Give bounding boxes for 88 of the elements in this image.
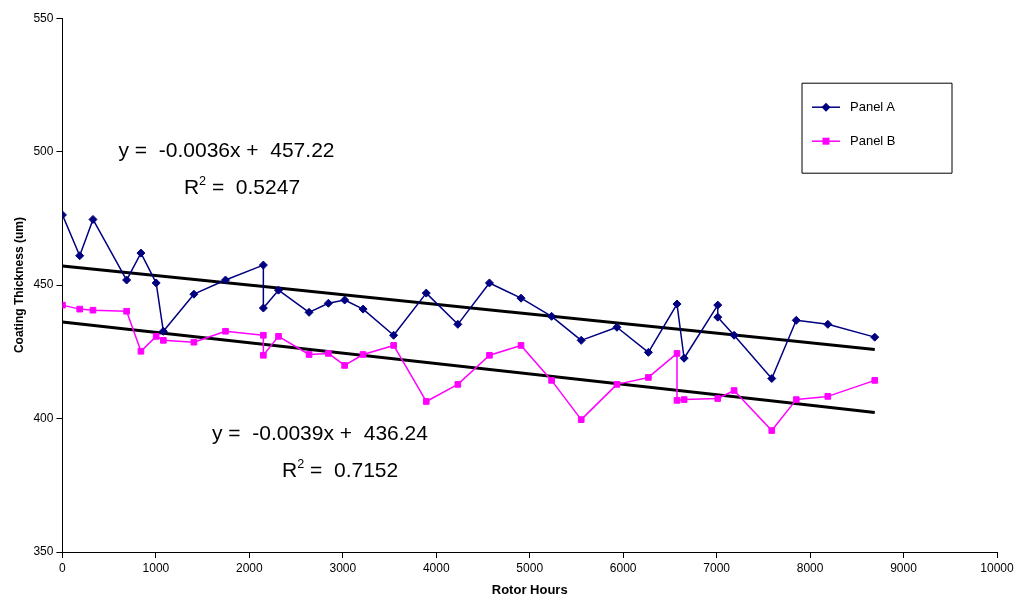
point: [713, 300, 723, 310]
y-tick-label: 450: [33, 277, 54, 292]
point: [151, 278, 161, 288]
point: [548, 377, 555, 384]
point: [768, 427, 776, 434]
point: [516, 293, 526, 303]
point: [122, 275, 132, 285]
point: [454, 381, 462, 388]
point: [160, 337, 167, 344]
point: [305, 351, 313, 358]
point: [258, 260, 268, 270]
point: [714, 395, 722, 402]
y-axis-title: Coating Thickness (um): [11, 217, 26, 354]
point: [152, 333, 160, 340]
point: [274, 285, 283, 295]
point: [824, 393, 832, 400]
point: [767, 374, 777, 384]
point: [679, 353, 689, 363]
point: [189, 289, 199, 299]
x-tick-label: 10000: [980, 560, 1015, 575]
point: [672, 299, 682, 309]
point: [190, 338, 198, 346]
point: [341, 362, 348, 369]
x-tick-label: 6000: [609, 560, 637, 575]
point: [340, 295, 350, 305]
y-tick-label: 550: [33, 10, 54, 25]
x-tick-label: 7000: [703, 560, 731, 575]
x-tick-label: 2000: [235, 560, 264, 575]
x-tick-label: 5000: [516, 560, 544, 575]
point: [359, 351, 367, 358]
point: [517, 342, 525, 349]
point: [730, 387, 738, 394]
legend-label: Panel B: [850, 132, 896, 148]
point: [76, 305, 84, 313]
point: [547, 311, 557, 321]
x-axis-title: Rotor Hours: [491, 581, 568, 597]
point: [304, 307, 314, 317]
point: [577, 416, 585, 423]
point: [871, 377, 879, 384]
y-tick-label: 500: [33, 143, 54, 158]
point: [260, 351, 267, 359]
point: [453, 319, 463, 329]
point: [258, 303, 268, 313]
annotation: y = -0.0039x + 436.24: [211, 420, 429, 444]
y-tick-label: 400: [33, 410, 54, 425]
point: [680, 396, 688, 403]
point: [89, 306, 97, 314]
point: [325, 350, 332, 357]
x-tick-label: 0: [59, 560, 67, 575]
point: [158, 326, 168, 336]
point: [421, 288, 431, 298]
point: [136, 248, 146, 258]
point: [643, 347, 653, 357]
point: [713, 312, 723, 322]
y-tick-label: 350: [33, 544, 54, 559]
annotation: y = -0.0036x + 457.22: [118, 137, 335, 161]
point: [613, 381, 621, 388]
legend-label: Panel A: [850, 98, 896, 114]
point: [791, 315, 801, 325]
x-tick-label: 3000: [329, 560, 357, 575]
point: [484, 278, 494, 288]
point: [75, 251, 85, 261]
point: [275, 333, 282, 340]
point: [729, 330, 739, 340]
point: [422, 398, 430, 405]
point: [358, 304, 368, 314]
point: [88, 214, 98, 224]
point: [123, 307, 130, 315]
x-tick-label: 9000: [890, 560, 918, 575]
point: [221, 275, 231, 285]
point: [576, 335, 586, 345]
point: [870, 332, 880, 342]
point: [390, 342, 397, 349]
point: [486, 351, 493, 359]
point: [222, 327, 229, 335]
point: [673, 350, 681, 357]
point: [389, 330, 399, 340]
point: [260, 331, 267, 339]
x-tick-label: 4000: [422, 560, 450, 575]
x-tick-label: 8000: [796, 560, 824, 575]
point: [673, 397, 681, 404]
point: [823, 319, 833, 329]
point: [612, 322, 622, 332]
point: [323, 298, 333, 308]
point: [645, 374, 652, 381]
x-tick-label: 1000: [142, 560, 170, 575]
point: [792, 396, 800, 403]
point: [137, 347, 145, 355]
